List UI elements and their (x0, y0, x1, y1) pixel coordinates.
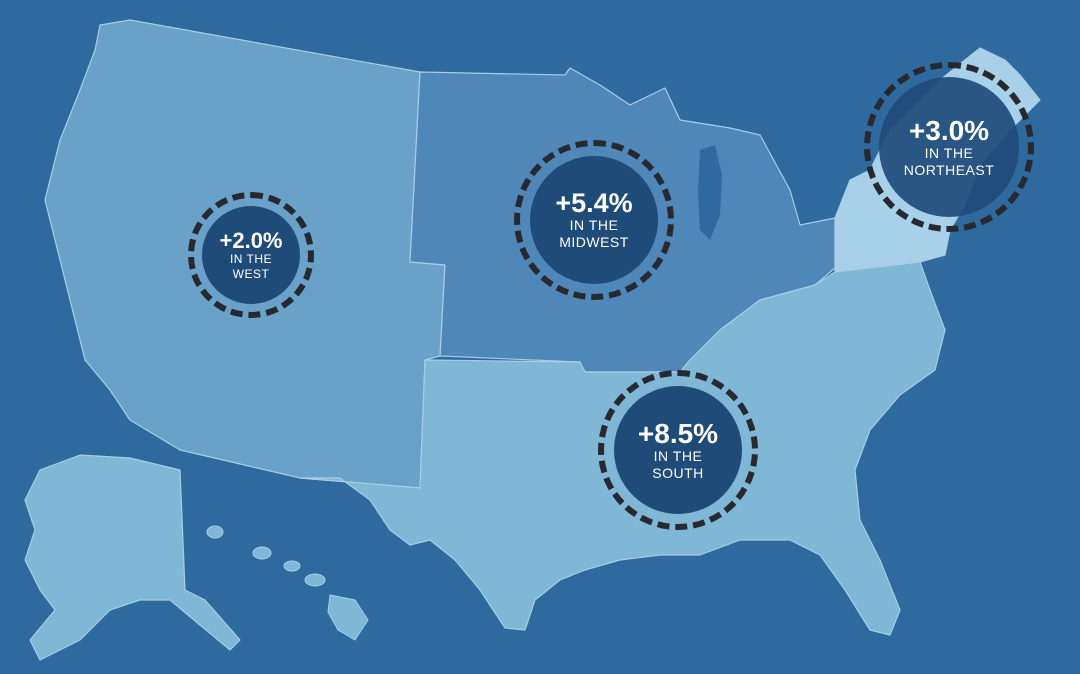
northeast-badge: +3.0% IN THE NORTHEAST (864, 62, 1034, 232)
west-badge-ring (188, 192, 314, 318)
midwest-label-line1: IN THE (569, 217, 619, 234)
south-badge-ring (598, 370, 758, 530)
west-change-value: +2.0% (219, 228, 283, 254)
midwest-badge-disc: +5.4% IN THE MIDWEST (530, 156, 658, 284)
northeast-label-line2: NORTHEAST (903, 161, 995, 178)
south-badge: +8.5% IN THE SOUTH (598, 370, 758, 530)
south-change-value: +8.5% (637, 417, 719, 449)
south-label-line1: IN THE (653, 447, 703, 464)
west-badge-disc: +2.0% IN THE WEST (202, 206, 300, 304)
northeast-badge-ring (864, 62, 1034, 232)
west-label-line2: WEST (232, 266, 270, 281)
midwest-badge: +5.4% IN THE MIDWEST (514, 140, 674, 300)
south-label-line2: SOUTH (652, 464, 704, 481)
midwest-badge-ring (514, 140, 674, 300)
northeast-label-line1: IN THE (924, 144, 974, 161)
alaska (24, 454, 241, 661)
lake-michigan (698, 145, 722, 240)
midwest-label-line2: MIDWEST (559, 234, 629, 251)
northeast-change-value: +3.0% (908, 114, 990, 146)
midwest-change-value: +5.4% (555, 188, 633, 219)
west-label-line1: IN THE (229, 252, 273, 267)
hawaii (206, 525, 369, 641)
northeast-badge-disc: +3.0% IN THE NORTHEAST (879, 77, 1019, 217)
west-badge: +2.0% IN THE WEST (188, 192, 314, 318)
south-badge-disc: +8.5% IN THE SOUTH (614, 386, 742, 514)
